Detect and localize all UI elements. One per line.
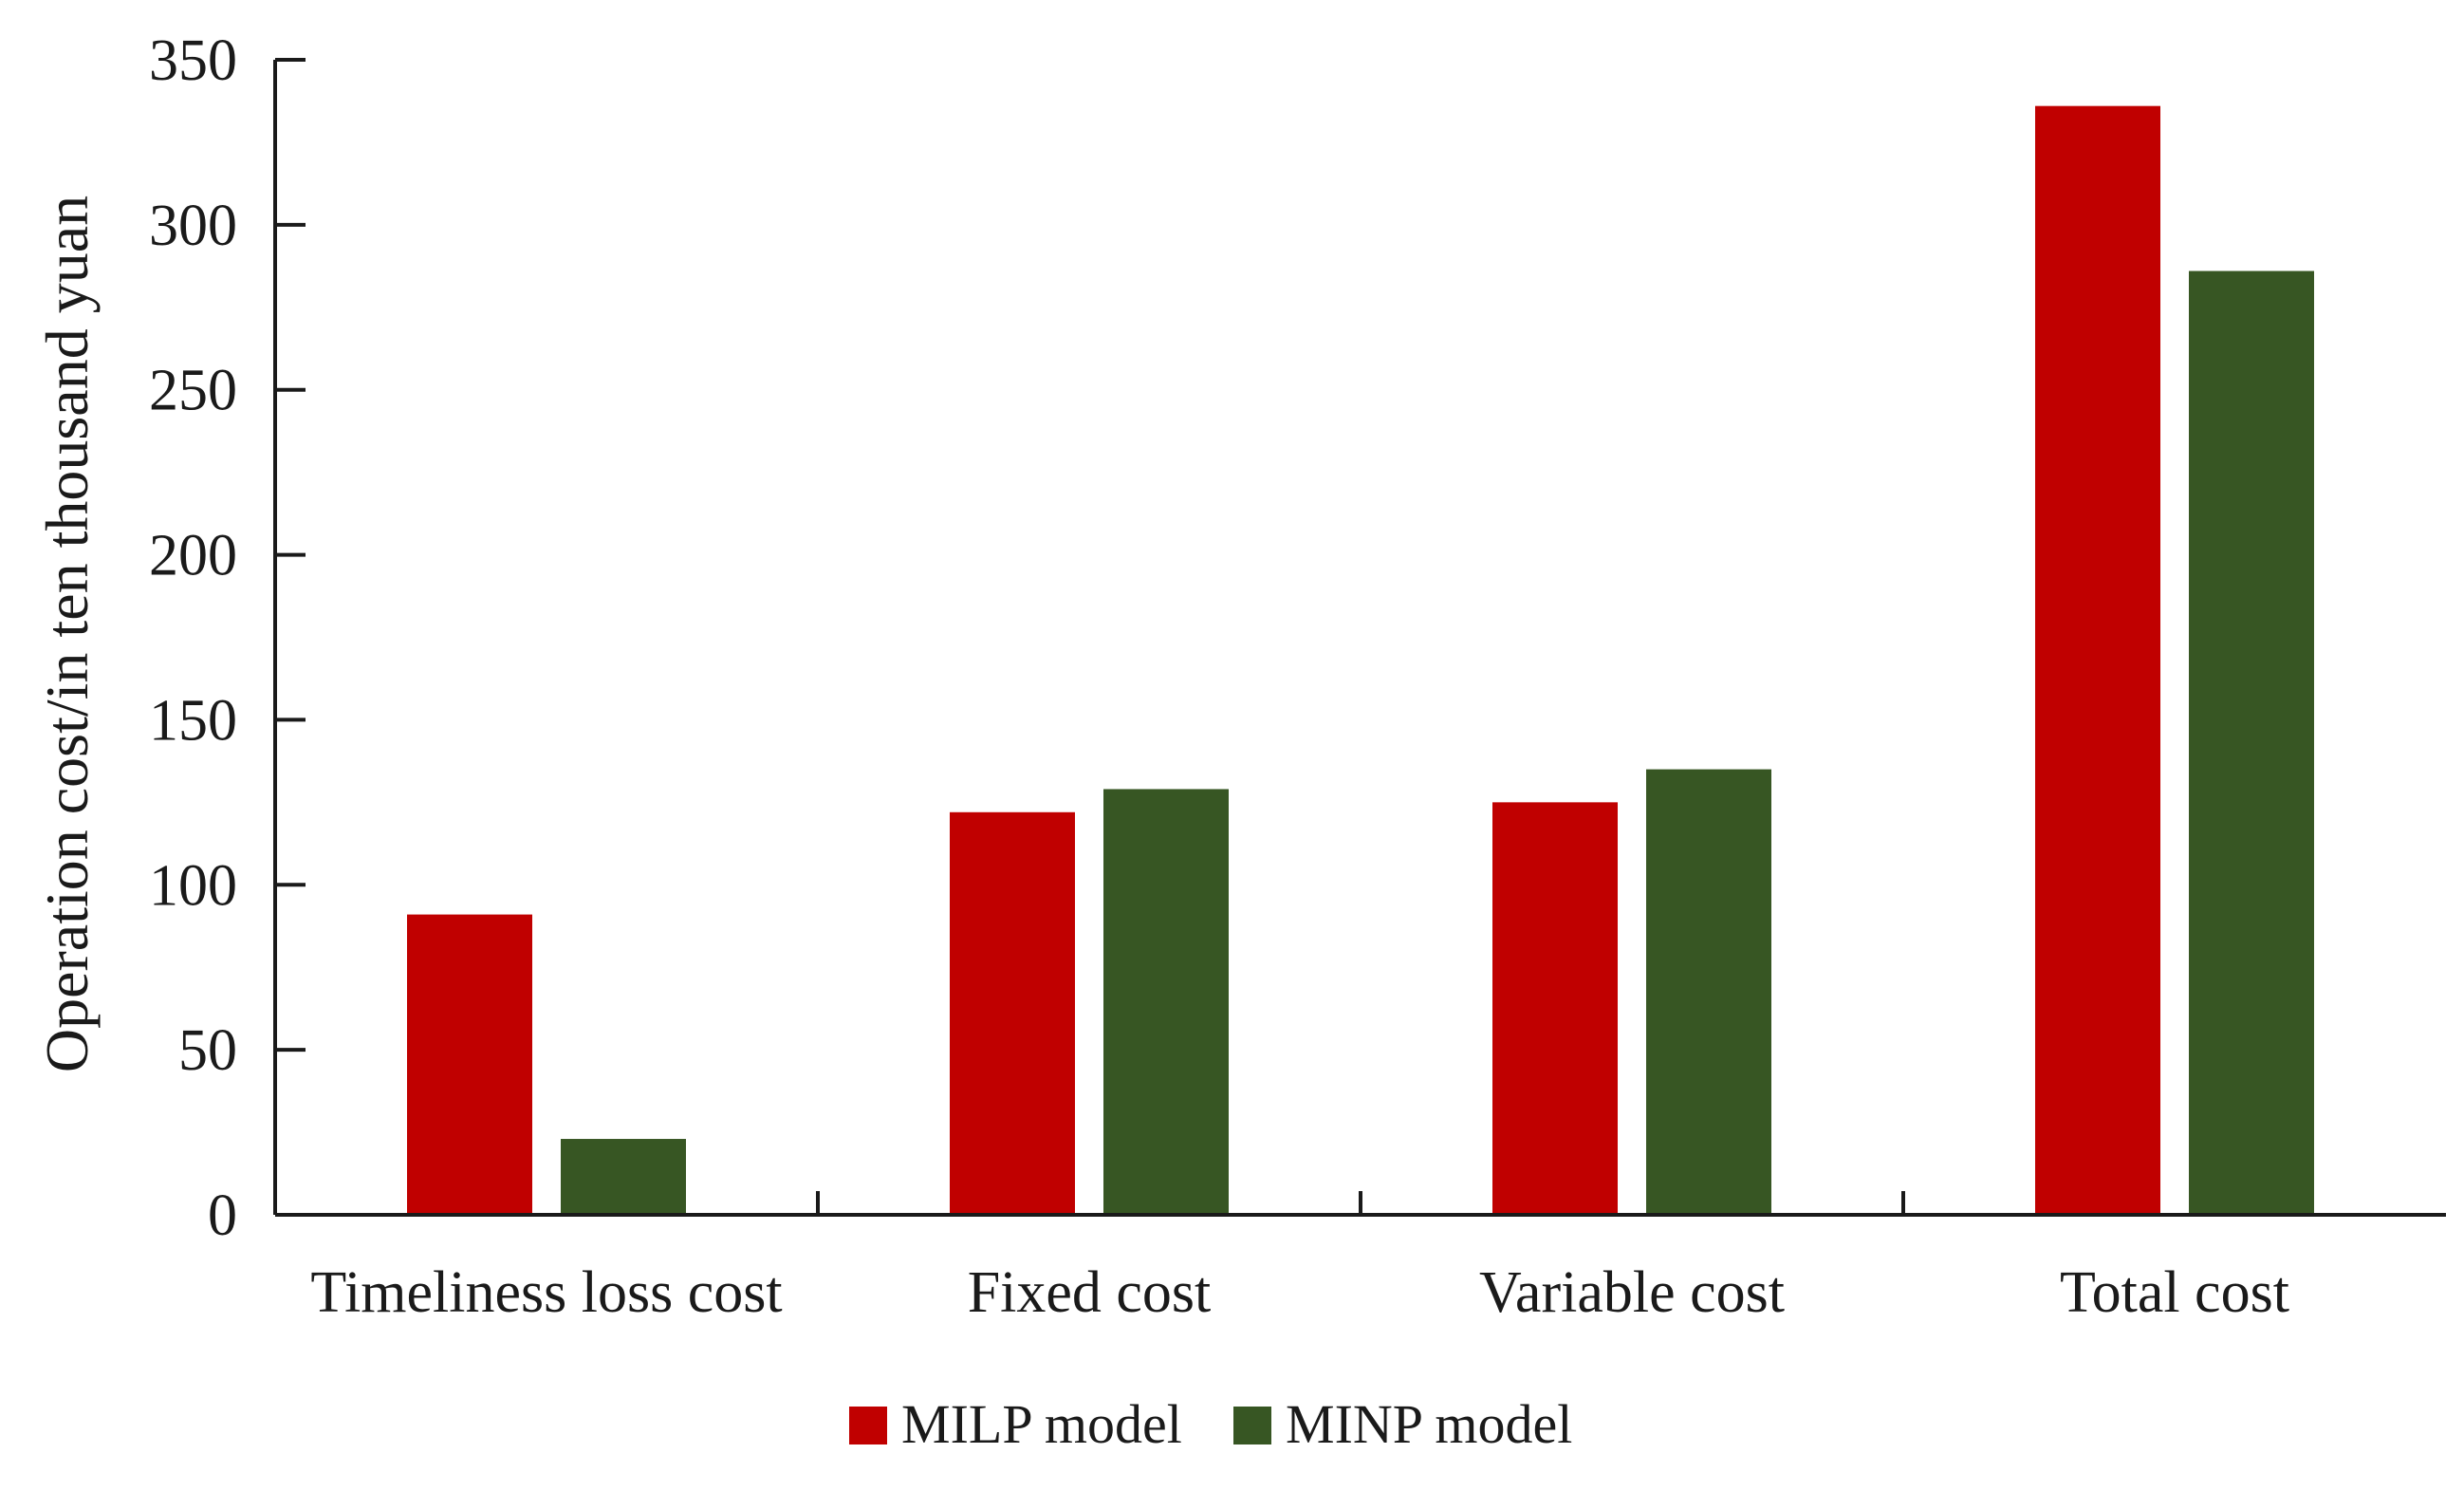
legend-label-milp-model: MILP model xyxy=(901,1393,1182,1455)
bar-milp-model-timeliness-loss-cost xyxy=(407,914,532,1215)
y-tick-label: 0 xyxy=(208,1183,237,1248)
y-tick-label: 50 xyxy=(178,1018,237,1083)
x-category-label: Fixed cost xyxy=(968,1260,1212,1325)
x-category-label: Timeliness loss cost xyxy=(310,1260,782,1325)
bar-milp-model-total-cost xyxy=(2035,105,2160,1215)
y-tick-label: 300 xyxy=(149,194,237,258)
x-axis-ticks xyxy=(816,1191,1905,1215)
legend-label-minp-model: MINP model xyxy=(1286,1393,1572,1455)
legend-swatch-minp-model xyxy=(1233,1407,1271,1444)
bar-milp-model-fixed-cost xyxy=(950,811,1075,1215)
bar-minp-model-timeliness-loss-cost xyxy=(561,1139,686,1215)
x-category-label: Total cost xyxy=(2060,1260,2289,1325)
y-tick-label: 250 xyxy=(149,359,237,423)
y-tick-label: 150 xyxy=(149,688,237,753)
x-category-label: Variable cost xyxy=(1479,1260,1785,1325)
y-axis-title: Operation cost/in ten thousand yuan xyxy=(33,196,101,1072)
y-tick-label: 100 xyxy=(149,853,237,918)
y-tick-label: 350 xyxy=(149,28,237,93)
legend: MILP model MINP model xyxy=(849,1393,1572,1455)
y-tick-label: 200 xyxy=(149,524,237,588)
y-axis-ticks: 0 50 100 150 200 250 300 350 xyxy=(149,28,306,1248)
bar-milp-model-variable-cost xyxy=(1492,802,1618,1215)
category-labels: Timeliness loss cost Fixed cost Variable c… xyxy=(310,1260,2289,1325)
bar-minp-model-total-cost xyxy=(2189,270,2314,1216)
bar-minp-model-fixed-cost xyxy=(1103,789,1229,1215)
legend-swatch-milp-model xyxy=(849,1407,887,1444)
bar-minp-model-variable-cost xyxy=(1646,769,1771,1215)
bars xyxy=(407,105,2314,1216)
